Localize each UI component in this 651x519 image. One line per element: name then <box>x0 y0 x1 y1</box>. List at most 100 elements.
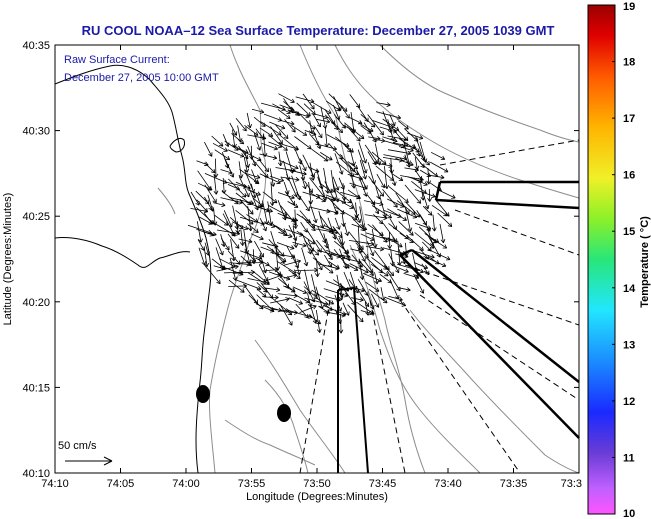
current-vector <box>215 238 224 256</box>
current-vector <box>279 304 293 326</box>
current-vector <box>258 159 269 173</box>
current-vector <box>405 207 413 232</box>
current-vector <box>338 102 350 119</box>
current-vector <box>299 304 317 313</box>
x-tick-label: 73:3 <box>561 478 582 490</box>
current-vector <box>347 161 359 170</box>
current-vectors <box>187 93 456 334</box>
current-vector <box>407 132 424 140</box>
y-tick-label: 40:10 <box>22 468 50 480</box>
current-vector <box>398 221 414 236</box>
current-vector <box>197 182 213 191</box>
current-vector <box>284 216 299 223</box>
current-vector <box>374 272 379 285</box>
current-vector <box>431 214 437 232</box>
current-vector <box>301 177 307 190</box>
current-vector <box>360 114 376 128</box>
current-vector <box>341 201 354 209</box>
current-vector <box>216 229 241 236</box>
current-vector <box>349 182 368 190</box>
current-vector <box>382 136 398 143</box>
current-vector <box>302 93 315 110</box>
current-vector <box>314 126 323 139</box>
current-vector <box>263 295 279 300</box>
inset-label-time: December 27, 2005 10:00 GMT <box>64 72 219 84</box>
current-vector <box>439 223 446 244</box>
current-vector <box>264 267 279 273</box>
current-vector <box>288 297 303 305</box>
current-vector <box>292 225 299 248</box>
current-vector <box>204 196 213 211</box>
current-vector <box>276 242 295 250</box>
current-vector <box>343 261 359 271</box>
current-vector <box>347 173 364 181</box>
current-vector <box>246 112 252 129</box>
current-vector <box>367 293 375 310</box>
colorbar-tick-label: 11 <box>623 452 635 464</box>
current-vector <box>315 309 322 333</box>
current-vector <box>309 247 323 271</box>
current-vector <box>389 167 397 186</box>
current-vector <box>367 114 384 136</box>
chart-title: RU COOL NOAA–12 Sea Surface Temperature:… <box>82 23 555 38</box>
current-vector <box>350 150 356 166</box>
current-vector <box>373 214 384 225</box>
current-vector <box>296 230 316 245</box>
current-vector <box>334 217 341 230</box>
current-vector <box>365 281 380 292</box>
plot-area: Raw Surface Current: December 27, 2005 1… <box>54 44 580 474</box>
current-vector <box>428 256 440 265</box>
x-tick-label: 73:45 <box>369 478 397 490</box>
current-vector <box>360 233 375 241</box>
current-vector <box>360 310 374 316</box>
current-vector <box>419 214 427 226</box>
current-vector <box>391 173 404 181</box>
current-vector <box>275 124 289 139</box>
current-vector <box>376 102 391 107</box>
current-vector <box>293 209 298 229</box>
current-vector <box>204 242 211 256</box>
x-tick-label: 73:40 <box>434 478 462 490</box>
current-vector <box>287 201 299 208</box>
colorbar-tick-label: 17 <box>623 113 635 125</box>
current-vector <box>288 169 307 176</box>
current-vector <box>261 142 278 151</box>
current-vector <box>213 202 226 208</box>
current-vector <box>311 289 334 305</box>
current-vector <box>262 191 278 204</box>
current-vector <box>332 121 343 134</box>
current-vector <box>395 157 414 167</box>
x-axis-label: Longitude (Degrees:Minutes) <box>246 491 388 503</box>
current-vector <box>275 225 287 233</box>
current-vector <box>203 231 217 237</box>
current-vector <box>437 212 453 227</box>
current-vector <box>294 136 312 150</box>
current-vector <box>391 264 409 273</box>
current-vector <box>388 149 412 156</box>
y-tick-label: 40:15 <box>22 382 50 394</box>
colorbar-tick-label: 10 <box>623 508 635 519</box>
current-vector <box>430 237 448 249</box>
current-vector <box>250 233 264 241</box>
current-vector <box>214 149 231 161</box>
y-axis: 40:35 40:30 40:25 40:20 40:15 40:10 <box>22 40 579 480</box>
current-vector <box>269 121 286 130</box>
current-vector <box>371 151 387 165</box>
current-vector <box>283 259 301 266</box>
current-vector <box>413 273 425 294</box>
current-vector <box>220 169 233 175</box>
radar-site-marker <box>277 404 291 422</box>
current-vector <box>239 198 254 215</box>
current-vector <box>343 223 350 236</box>
current-vector <box>300 221 308 233</box>
current-vector <box>278 159 299 170</box>
current-vector <box>348 240 375 247</box>
colorbar-tick-label: 14 <box>623 283 636 295</box>
current-vector <box>229 257 238 281</box>
current-vector <box>211 135 224 147</box>
current-vector <box>367 151 377 166</box>
current-vector <box>259 153 278 160</box>
current-vector <box>332 176 340 191</box>
current-vector <box>204 162 216 174</box>
colorbar-tick-label: 15 <box>623 226 635 238</box>
